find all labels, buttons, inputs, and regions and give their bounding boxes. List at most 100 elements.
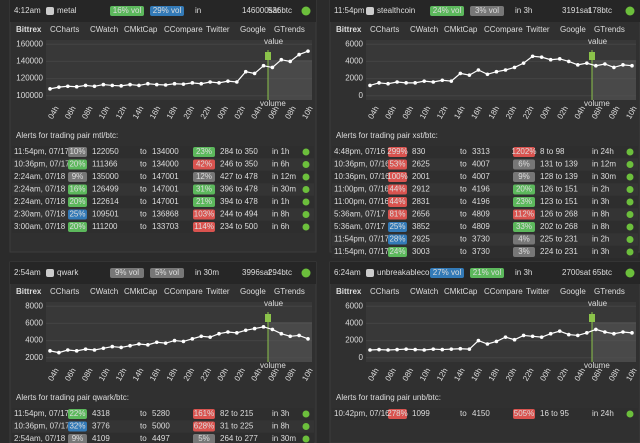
alert-time: 4:48pm, 07/16 [334, 147, 386, 156]
vchange-badge [513, 234, 535, 245]
change-text: 278% [387, 409, 407, 418]
tab[interactable]: Bittrex [336, 25, 362, 34]
change-badge [68, 159, 87, 170]
alerts-title: Alerts for trading pair qwark/btc: [16, 393, 129, 402]
alert-time: 11:54pm, 07/17 [14, 409, 70, 418]
volume-range: 131 to 139 [540, 160, 578, 169]
alert-dot [626, 186, 634, 193]
tab[interactable]: Google [560, 287, 586, 296]
price-point [395, 80, 399, 84]
status-dot[interactable] [625, 268, 635, 278]
tab[interactable]: CWatch [410, 25, 438, 34]
tab[interactable]: Google [240, 25, 266, 34]
alert-when: in 30m [272, 434, 296, 443]
price: 3191sat [562, 6, 591, 15]
status-dot[interactable] [625, 6, 635, 16]
tab[interactable]: GTrends [594, 25, 625, 34]
price-to: 147001 [152, 197, 179, 206]
price-from: 1099 [412, 409, 430, 418]
price-point [449, 79, 454, 83]
volume-band [268, 60, 312, 100]
tab[interactable]: GTrends [594, 287, 625, 296]
price-to: 4007 [472, 172, 490, 181]
alert-dot [302, 173, 310, 181]
tab[interactable]: CCompare [484, 25, 523, 34]
price-point [252, 71, 257, 76]
vchange-text: 33% [516, 222, 532, 231]
vol-badge [110, 268, 144, 278]
tab[interactable]: CCompare [164, 287, 203, 296]
price-point [101, 346, 106, 351]
tab[interactable]: CWatch [90, 287, 118, 296]
tab[interactable]: CCharts [50, 25, 79, 34]
tab[interactable]: Twitter [206, 25, 230, 34]
vchange-badge [513, 247, 535, 257]
tab[interactable]: GTrends [274, 25, 305, 34]
vchange-badge [513, 172, 535, 182]
price-point [431, 347, 436, 351]
price-point [146, 343, 150, 347]
tab[interactable]: Bittrex [16, 25, 42, 34]
price-from: 109501 [92, 210, 119, 219]
alert-dot [302, 435, 310, 443]
vchange-badge [513, 209, 535, 220]
change-text: 32% [69, 422, 85, 431]
eta: in 3h [515, 6, 532, 15]
tab[interactable]: Google [560, 25, 586, 34]
price-point [208, 335, 212, 339]
change-text: 44% [389, 185, 405, 194]
tab[interactable]: CCharts [370, 287, 399, 296]
price-to-prefix: to [460, 160, 467, 169]
price-from: 2001 [412, 172, 430, 181]
tab[interactable]: GTrends [274, 287, 305, 296]
tab[interactable]: CMktCap [124, 287, 158, 296]
tab[interactable]: CMktCap [444, 287, 478, 296]
tab[interactable]: CCharts [50, 287, 79, 296]
price-to-prefix: to [140, 172, 147, 181]
status-dot[interactable] [301, 6, 311, 16]
price-to-prefix: to [140, 210, 147, 219]
price-point [413, 81, 417, 85]
alert-when: in 8h [272, 422, 289, 431]
status-dot[interactable] [301, 268, 311, 278]
tab[interactable]: Twitter [526, 287, 550, 296]
vchange-badge [193, 197, 215, 207]
change-badge [388, 247, 407, 257]
tab[interactable]: Bittrex [336, 287, 362, 296]
vol-badge-text: 5% vol [155, 268, 179, 277]
price-point [92, 348, 97, 352]
tab[interactable]: CCharts [370, 25, 399, 34]
price-to-prefix: to [460, 235, 467, 244]
price-point [154, 82, 159, 87]
price-point [306, 337, 310, 341]
tab[interactable]: Twitter [206, 287, 230, 296]
tab[interactable]: Bittrex [16, 287, 42, 296]
volume-range: 126 to 268 [540, 210, 578, 219]
tab[interactable]: CCompare [164, 25, 203, 34]
tab[interactable]: Twitter [526, 25, 550, 34]
change-text: 20% [69, 222, 85, 231]
y-tick-label: 100000 [16, 91, 43, 100]
vchange-text: 114% [194, 222, 214, 231]
tab[interactable]: CMktCap [444, 25, 478, 34]
alert-row [332, 233, 638, 246]
alert-time: 5:36am, 07/17 [334, 210, 386, 219]
price-to: 5280 [152, 409, 170, 418]
tab[interactable]: CWatch [410, 287, 438, 296]
alert-dot [302, 223, 310, 231]
price-point [235, 331, 239, 335]
volume-range: 202 to 268 [540, 222, 578, 231]
alert-time: 2:30am, 07/18 [14, 210, 66, 219]
vchange-text: 161% [194, 409, 214, 418]
alert-row [12, 420, 314, 433]
tab[interactable]: Google [240, 287, 266, 296]
tab[interactable]: CCompare [484, 287, 523, 296]
volume-label: volume [584, 361, 610, 370]
price-to: 133703 [152, 222, 179, 231]
price-point [146, 81, 150, 86]
tab[interactable]: CMktCap [124, 25, 158, 34]
price-point [594, 63, 598, 68]
tab[interactable]: CWatch [90, 25, 118, 34]
value-label: value [264, 37, 284, 46]
price-point [288, 59, 293, 64]
